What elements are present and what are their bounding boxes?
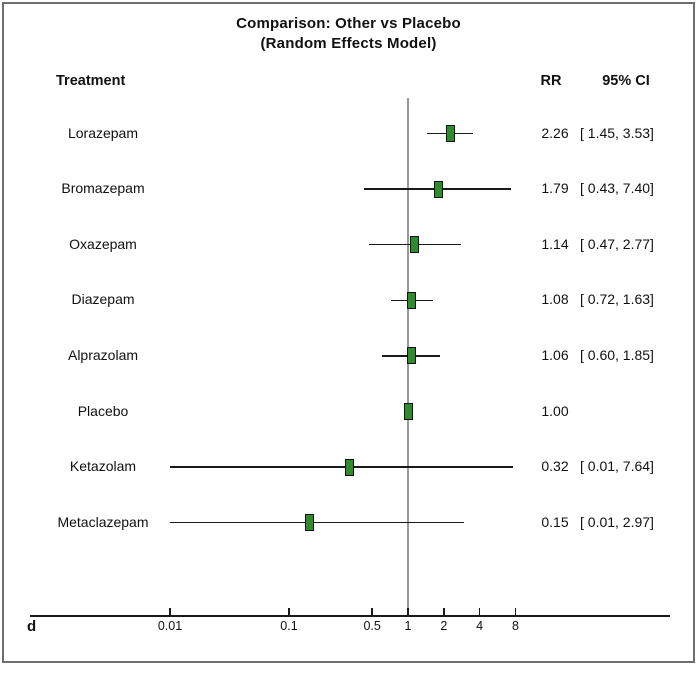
panel-label: d (27, 618, 37, 635)
rr-value: 1.06 (541, 346, 569, 363)
rr-value: 1.00 (541, 402, 569, 419)
ci-value: [ 0.47, 2.77] (580, 235, 654, 252)
rr-value: 2.26 (541, 124, 569, 141)
axis-tick (288, 608, 290, 615)
column-header-rr: RR (540, 73, 562, 89)
column-header-ci: 95% CI (602, 73, 650, 89)
rr-value: 0.32 (541, 458, 569, 475)
axis-tick (514, 608, 517, 615)
rr-marker (407, 291, 417, 309)
axis-tick-label: 8 (511, 619, 519, 633)
ci-whisker-line (170, 521, 465, 524)
rr-value: 1.14 (541, 235, 569, 252)
rr-value: 0.15 (541, 513, 569, 530)
rr-value: 1.79 (541, 180, 569, 197)
rr-marker (433, 180, 443, 198)
axis-tick-label: 2 (440, 619, 448, 633)
chart-title-line2: (Random Effects Model) (260, 35, 437, 52)
ci-value: [ 0.60, 1.85] (580, 346, 654, 363)
axis-tick-label: 0.5 (363, 619, 381, 633)
treatment-label: Ketazolam (69, 458, 137, 475)
treatment-label: Lorazepam (67, 124, 139, 141)
rr-marker (305, 514, 315, 532)
axis-tick-label: 1 (404, 619, 412, 633)
rr-marker (410, 236, 420, 254)
ci-value: [ 0.43, 7.40] (580, 180, 654, 197)
axis-tick (371, 608, 373, 615)
chart-title-line1: Comparison: Other vs Placebo (236, 15, 461, 32)
chart-title: Comparison: Other vs Placebo (Random Eff… (4, 14, 693, 54)
ci-value: [ 0.01, 7.64] (580, 458, 654, 475)
x-axis-line (30, 615, 670, 617)
treatment-label: Diazepam (71, 291, 135, 308)
treatment-label: Bromazepam (61, 180, 145, 197)
axis-tick (407, 608, 409, 615)
axis-tick-label: 0.01 (157, 619, 183, 633)
rr-marker (406, 347, 416, 365)
rr-value: 1.08 (541, 291, 569, 308)
axis-tick-label: 4 (476, 619, 484, 633)
treatment-label: Placebo (77, 402, 129, 419)
plot-frame: Comparison: Other vs Placebo (Random Eff… (2, 2, 695, 663)
ci-whisker-line (170, 466, 514, 468)
axis-tick (478, 608, 481, 615)
ci-value: [ 0.72, 1.63] (580, 291, 654, 308)
axis-tick-label: 0.1 (280, 619, 298, 633)
treatment-label: Oxazepam (69, 235, 137, 252)
rr-marker (445, 125, 455, 142)
treatment-label: Metaclazepam (57, 513, 149, 530)
ci-value: [ 0.01, 2.97] (580, 513, 654, 530)
treatment-label: Alprazolam (67, 346, 139, 363)
column-header-treatment: Treatment (56, 73, 126, 89)
ci-value: [ 1.45, 3.53] (580, 124, 654, 141)
rr-marker (403, 403, 413, 420)
rr-marker (344, 458, 354, 476)
axis-tick (169, 608, 171, 615)
axis-tick (443, 608, 445, 615)
